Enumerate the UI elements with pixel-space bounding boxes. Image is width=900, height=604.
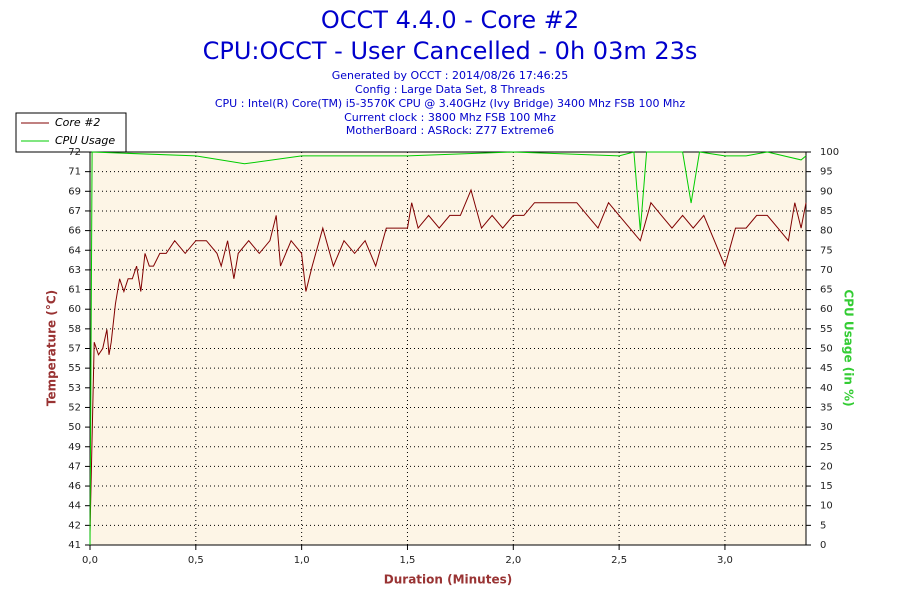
y-tick-label: 63 [68, 265, 81, 276]
y-tick-label: 69 [68, 186, 81, 197]
y-tick-label: 72 [68, 147, 81, 158]
y2-axis-label: CPU Usage (in %) [842, 289, 856, 406]
y2-tick-label: 70 [820, 265, 833, 276]
y2-tick-label: 100 [820, 147, 839, 158]
y2-tick-label: 35 [820, 402, 833, 413]
y2-tick-label: 0 [820, 540, 826, 551]
chart-title: OCCT 4.4.0 - Core #2 [321, 6, 579, 34]
series-line [89, 188, 807, 533]
y2-tick-label: 60 [820, 304, 833, 315]
y-axis-label: Temperature (°C) [45, 290, 59, 406]
info-line: Generated by OCCT : 2014/08/26 17:46:25 [332, 69, 569, 82]
x-axis-label: Duration (Minutes) [384, 573, 512, 587]
y-tick-label: 71 [68, 167, 81, 178]
y-tick-label: 55 [68, 363, 81, 374]
y-tick-label: 50 [68, 422, 81, 433]
y-tick-label: 67 [68, 206, 81, 217]
y-tick-label: 42 [68, 520, 81, 531]
y-tick-label: 52 [68, 402, 81, 413]
x-tick-label: 1,5 [400, 555, 416, 566]
y2-tick-label: 95 [820, 167, 833, 178]
y-tick-label: 44 [68, 501, 81, 512]
y-tick-label: 46 [68, 481, 81, 492]
y2-tick-label: 85 [820, 206, 833, 217]
y-tick-label: 53 [68, 383, 81, 394]
y-tick-label: 66 [68, 226, 81, 237]
y2-tick-label: 5 [820, 520, 826, 531]
x-tick-label: 0,5 [188, 555, 204, 566]
y2-tick-label: 15 [820, 481, 833, 492]
y2-tick-label: 30 [820, 422, 833, 433]
x-tick-label: 0,0 [82, 555, 98, 566]
y-tick-label: 60 [68, 304, 81, 315]
x-tick-label: 3,0 [717, 555, 733, 566]
y2-tick-label: 40 [820, 383, 833, 394]
legend [15, 112, 127, 153]
y2-tick-label: 55 [820, 324, 833, 335]
legend-label: Core #2 [55, 116, 100, 129]
y-tick-label: 64 [68, 245, 81, 256]
y2-tick-label: 50 [820, 344, 833, 355]
x-tick-label: 2,0 [505, 555, 521, 566]
y-tick-label: 58 [68, 324, 81, 335]
info-line: CPU : Intel(R) Core(TM) i5-3570K CPU @ 3… [215, 97, 686, 110]
y2-tick-label: 20 [820, 461, 833, 472]
y2-tick-label: 45 [820, 363, 833, 374]
y-tick-label: 57 [68, 344, 81, 355]
y-tick-label: 41 [68, 540, 81, 551]
chart-subtitle: CPU:OCCT - User Cancelled - 0h 03m 23s [203, 37, 698, 65]
y2-tick-label: 90 [820, 186, 833, 197]
y-tick-label: 47 [68, 461, 81, 472]
legend-label: CPU Usage [55, 134, 115, 147]
x-tick-label: 1,0 [294, 555, 310, 566]
y-tick-label: 49 [68, 442, 81, 453]
series-line [89, 151, 807, 546]
y2-tick-label: 10 [820, 501, 833, 512]
y2-tick-label: 65 [820, 285, 833, 296]
y2-tick-label: 80 [820, 226, 833, 237]
y2-tick-label: 75 [820, 245, 833, 256]
info-line: Current clock : 3800 Mhz FSB 100 Mhz [344, 111, 556, 124]
y-tick-label: 61 [68, 285, 81, 296]
info-line: MotherBoard : ASRock: Z77 Extreme6 [346, 124, 554, 137]
y2-tick-label: 25 [820, 442, 833, 453]
x-tick-label: 2,5 [611, 555, 627, 566]
info-line: Config : Large Data Set, 8 Threads [355, 83, 545, 96]
